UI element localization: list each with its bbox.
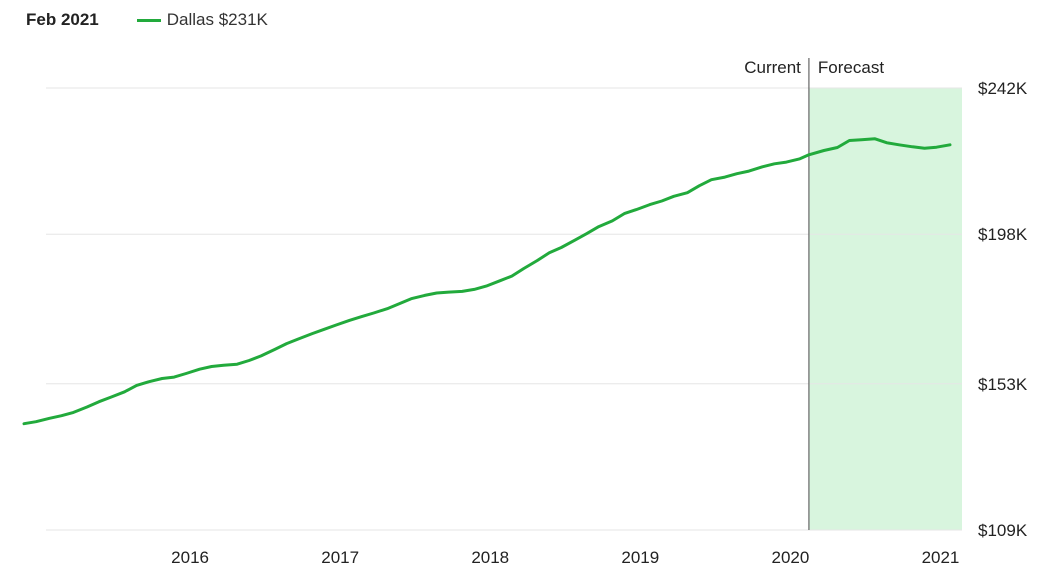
x-axis-labels: 2016 2017 2018 2019 2020 2021 bbox=[171, 548, 959, 567]
y-tick-label: $153K bbox=[978, 375, 1028, 394]
legend-label: Dallas $231K bbox=[166, 10, 268, 29]
dallas-series-line[interactable] bbox=[22, 137, 952, 426]
x-tick-label: 2019 bbox=[621, 548, 659, 567]
legend-swatch-line-icon bbox=[136, 18, 161, 22]
selected-date-label: Feb 2021 bbox=[26, 10, 99, 29]
y-tick-label: $242K bbox=[978, 79, 1028, 98]
legend-item-dallas[interactable]: Dallas $231K bbox=[136, 10, 268, 30]
forecast-region bbox=[808, 88, 962, 530]
x-tick-label: 2021 bbox=[922, 548, 960, 567]
forecast-label: Forecast bbox=[818, 58, 884, 77]
x-tick-label: 2020 bbox=[771, 548, 809, 567]
current-label: Current bbox=[744, 58, 801, 77]
y-tick-label: $109K bbox=[978, 521, 1028, 540]
y-tick-label: $198K bbox=[978, 225, 1028, 244]
chart-header: Feb 2021 Dallas $231K bbox=[26, 8, 268, 32]
y-axis-labels: $242K $198K $153K $109K bbox=[978, 79, 1028, 540]
x-tick-label: 2016 bbox=[171, 548, 209, 567]
x-tick-label: 2017 bbox=[321, 548, 359, 567]
x-tick-label: 2018 bbox=[471, 548, 509, 567]
